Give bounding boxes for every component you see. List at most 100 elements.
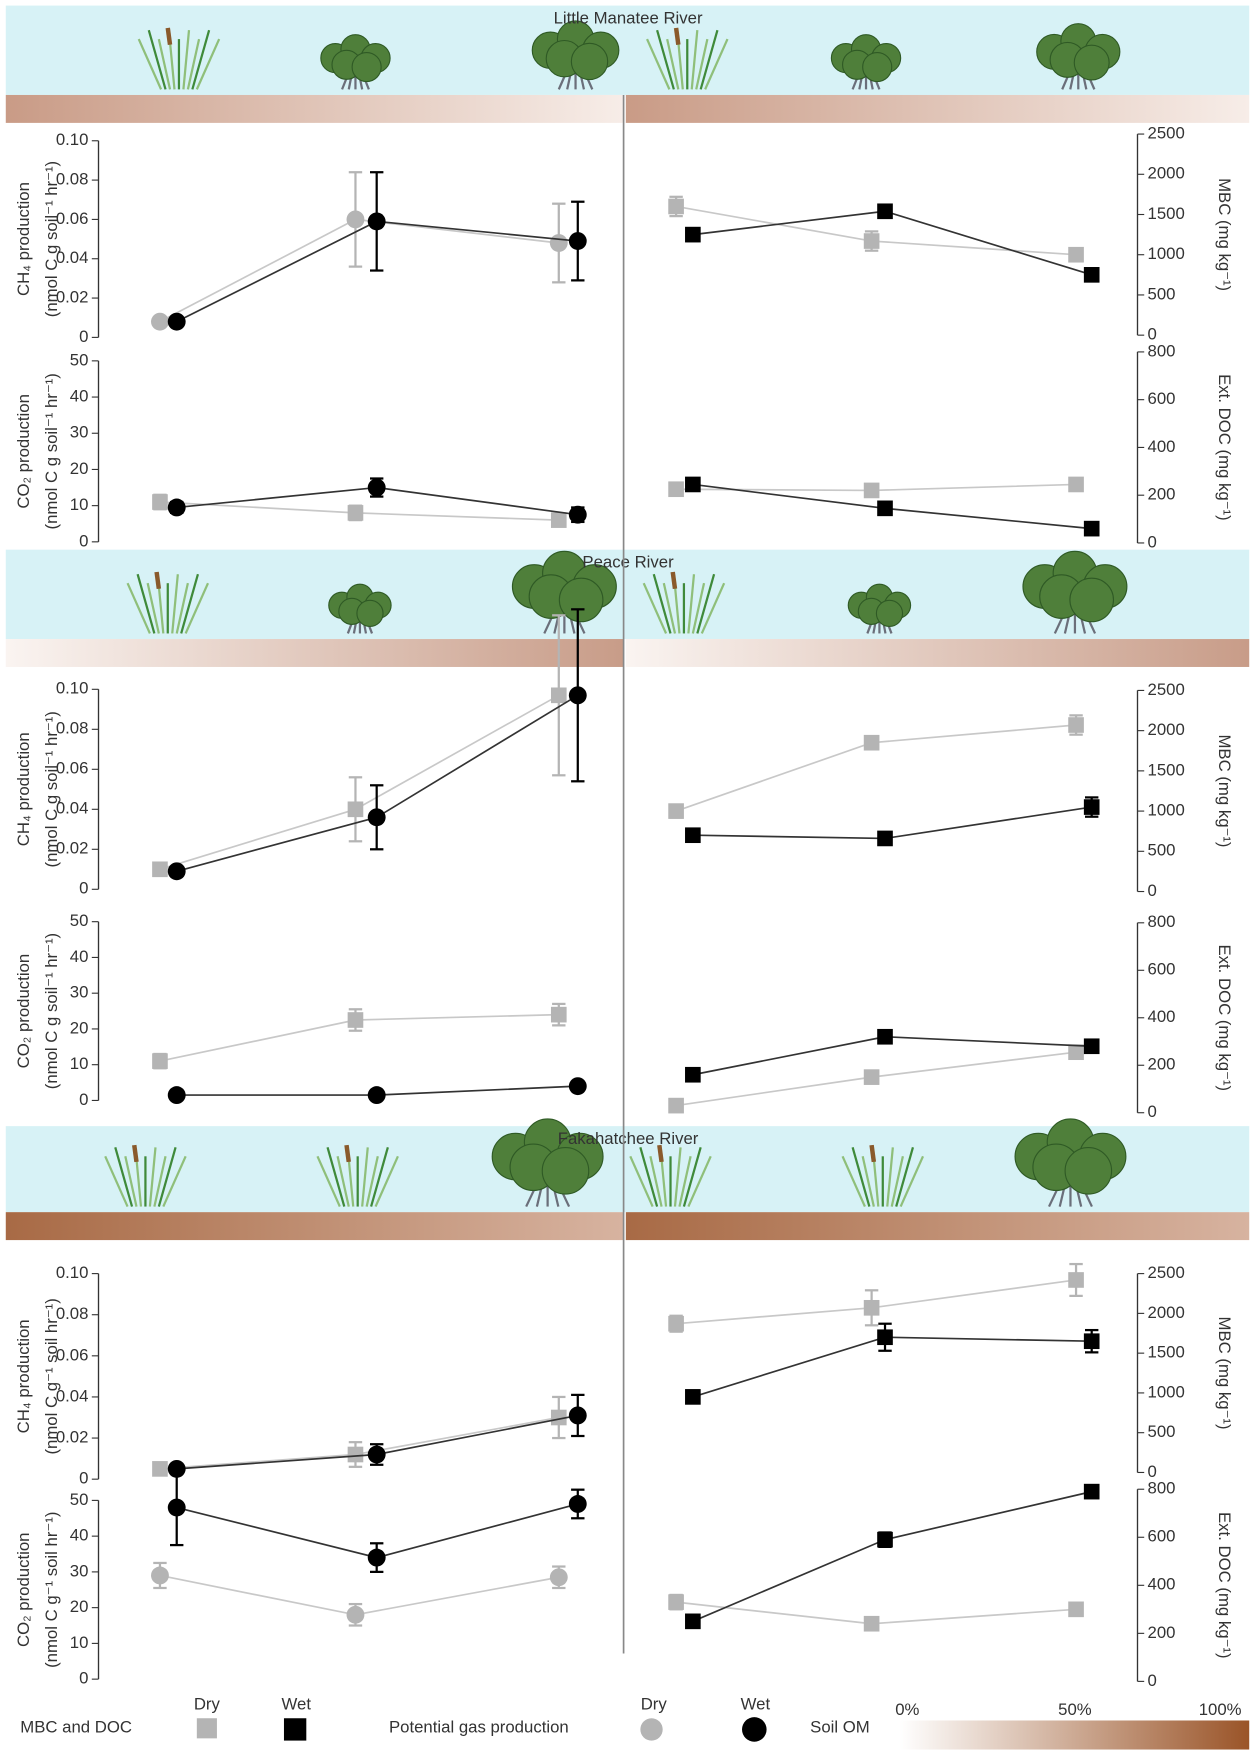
y-tick-label: 1500 bbox=[1148, 1343, 1185, 1362]
cattail bbox=[132, 1144, 139, 1163]
point bbox=[367, 1445, 386, 1464]
grass-blade bbox=[899, 1155, 925, 1208]
point bbox=[1083, 799, 1100, 815]
river-title: Peace River bbox=[582, 552, 674, 571]
y-tick-label: 10 bbox=[70, 1633, 89, 1652]
grass-blade bbox=[336, 1156, 350, 1207]
point bbox=[152, 861, 168, 878]
point bbox=[367, 1086, 386, 1105]
point bbox=[685, 827, 701, 844]
y-tick-label: 0.04 bbox=[56, 1386, 89, 1405]
point bbox=[668, 198, 684, 215]
series-line bbox=[692, 1336, 1092, 1398]
grass-blade bbox=[137, 38, 163, 90]
y-tick-label: 10 bbox=[70, 1054, 89, 1073]
grass-blade bbox=[687, 1155, 712, 1208]
cattail bbox=[869, 1144, 877, 1163]
cattail bbox=[154, 571, 162, 590]
grass-blade bbox=[695, 38, 709, 90]
y-tick-label: 0 bbox=[79, 1669, 88, 1688]
grass-blade bbox=[682, 1147, 702, 1207]
point bbox=[549, 1568, 568, 1587]
point bbox=[1068, 476, 1084, 493]
y-tick-label: 2000 bbox=[1148, 164, 1185, 183]
point bbox=[877, 203, 893, 220]
grass-blade bbox=[157, 38, 172, 90]
y-tick-label: 0.04 bbox=[56, 248, 89, 267]
point bbox=[1068, 1044, 1084, 1061]
point bbox=[167, 862, 186, 881]
point bbox=[347, 1012, 364, 1028]
legend-title: Soil OM bbox=[810, 1718, 870, 1737]
point bbox=[668, 803, 684, 819]
point bbox=[863, 233, 880, 249]
y-tick-label: 0 bbox=[1148, 325, 1157, 344]
grass-blade bbox=[148, 1147, 157, 1207]
soil-bar bbox=[625, 639, 1250, 667]
point bbox=[1083, 1333, 1100, 1350]
point bbox=[1068, 1272, 1084, 1288]
grass-blade bbox=[687, 574, 696, 634]
y-tick-label: 1500 bbox=[1148, 204, 1185, 223]
y-tick-label: 600 bbox=[1148, 1527, 1176, 1546]
point bbox=[877, 1531, 893, 1548]
point bbox=[367, 808, 386, 827]
grass-blade bbox=[126, 582, 151, 634]
y-tick-label: 0 bbox=[1148, 532, 1157, 551]
grass-blade bbox=[153, 1156, 167, 1207]
grass-blade bbox=[886, 1147, 894, 1207]
y-tick-label: 2500 bbox=[1148, 1263, 1185, 1282]
grass-blade bbox=[104, 1155, 129, 1208]
y-tick-label: 500 bbox=[1148, 1422, 1176, 1441]
point bbox=[1068, 246, 1084, 263]
soil-om-scale bbox=[899, 1720, 1250, 1750]
y-tick-label: 0.06 bbox=[56, 1345, 89, 1364]
grass-blade bbox=[114, 1147, 134, 1207]
point bbox=[550, 1409, 567, 1426]
grass-blade bbox=[316, 1155, 341, 1208]
grass-blade bbox=[191, 29, 211, 90]
y-tick-label: 2000 bbox=[1148, 1303, 1185, 1322]
point bbox=[568, 1077, 587, 1096]
y-tick-label: 0.08 bbox=[56, 170, 89, 189]
point bbox=[1083, 267, 1100, 283]
y-tick-label: 400 bbox=[1148, 1007, 1176, 1026]
grass-blade bbox=[182, 30, 191, 90]
y-tick-label: 50 bbox=[70, 350, 89, 369]
y-axis-label: (nmol C g soil⁻¹ hr⁻¹) bbox=[42, 711, 61, 867]
y-axis-label: MBC (mg kg⁻¹) bbox=[1215, 1317, 1234, 1430]
y-axis-label: Ext. DOC (mg kg⁻¹) bbox=[1215, 944, 1234, 1091]
grass-blade bbox=[639, 1147, 659, 1207]
y-axis-label: (nmol C g soil⁻¹ hr⁻¹) bbox=[42, 161, 61, 317]
point bbox=[668, 1315, 684, 1332]
y-tick-label: 0 bbox=[79, 1469, 88, 1488]
point bbox=[1068, 1601, 1084, 1618]
legend-label: Dry bbox=[641, 1694, 668, 1713]
y-tick-label: 0 bbox=[1148, 1102, 1157, 1121]
point bbox=[367, 212, 386, 231]
point bbox=[877, 500, 893, 517]
point bbox=[568, 505, 587, 524]
grass-blade bbox=[895, 1147, 915, 1207]
legend-title: MBC and DOC bbox=[20, 1718, 132, 1737]
grass-blade bbox=[365, 1156, 379, 1207]
point bbox=[550, 687, 567, 704]
y-axis-label: CO₂ production bbox=[14, 1533, 33, 1648]
soil-bar bbox=[625, 1212, 1250, 1241]
grass-blade bbox=[124, 1156, 138, 1207]
grass-blade bbox=[649, 1156, 663, 1207]
canopy bbox=[862, 51, 893, 83]
soil-om-tick: 100% bbox=[1199, 1700, 1242, 1719]
y-tick-label: 0.10 bbox=[56, 130, 89, 149]
canopy bbox=[1073, 44, 1110, 81]
canopy bbox=[875, 599, 904, 627]
point bbox=[347, 801, 364, 818]
y-tick-label: 1000 bbox=[1148, 1382, 1185, 1401]
legend-label: Wet bbox=[741, 1694, 771, 1713]
y-axis-label: (nmol C g⁻¹ soil hr⁻¹) bbox=[42, 1512, 61, 1668]
grass-blade bbox=[186, 38, 201, 90]
point bbox=[152, 494, 168, 510]
point bbox=[863, 734, 880, 751]
legend-swatch bbox=[196, 1718, 217, 1739]
